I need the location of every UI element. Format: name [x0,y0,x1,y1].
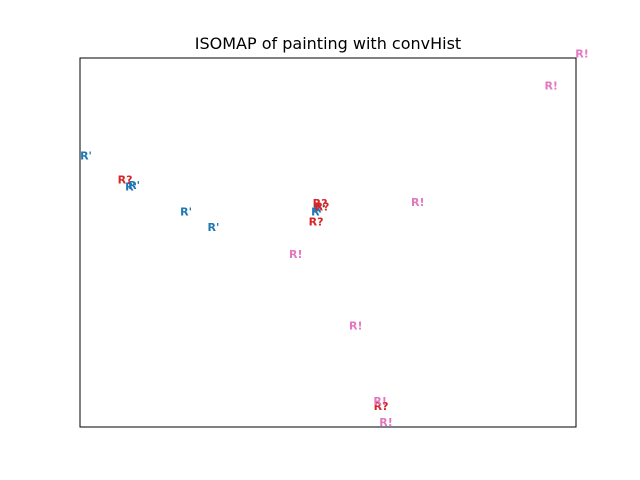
data-point: R' [80,150,92,163]
data-point: R' [311,206,323,219]
data-point: R? [309,216,324,229]
data-point: R' [128,179,140,192]
data-point: R' [207,221,219,234]
data-point: R! [373,395,387,408]
data-point: R? [118,173,133,186]
data-point: R! [544,80,558,93]
data-point: R! [575,47,589,60]
data-point: R! [289,248,303,261]
data-points-layer: R'R'R'R'R'R'R'R?R?R?R?R?R!R!R!R!R!R!R! [80,47,589,429]
data-point: R' [125,181,137,194]
data-point: R? [313,197,328,210]
data-point: R! [411,196,425,209]
data-point: R! [349,319,363,332]
plot-area-frame [79,57,577,428]
data-point: R? [374,400,389,413]
data-point: R? [315,201,330,214]
data-point: R' [180,206,192,219]
data-point: R' [313,202,325,215]
data-point: R! [379,416,393,429]
chart-title: ISOMAP of painting with convHist [195,34,461,53]
